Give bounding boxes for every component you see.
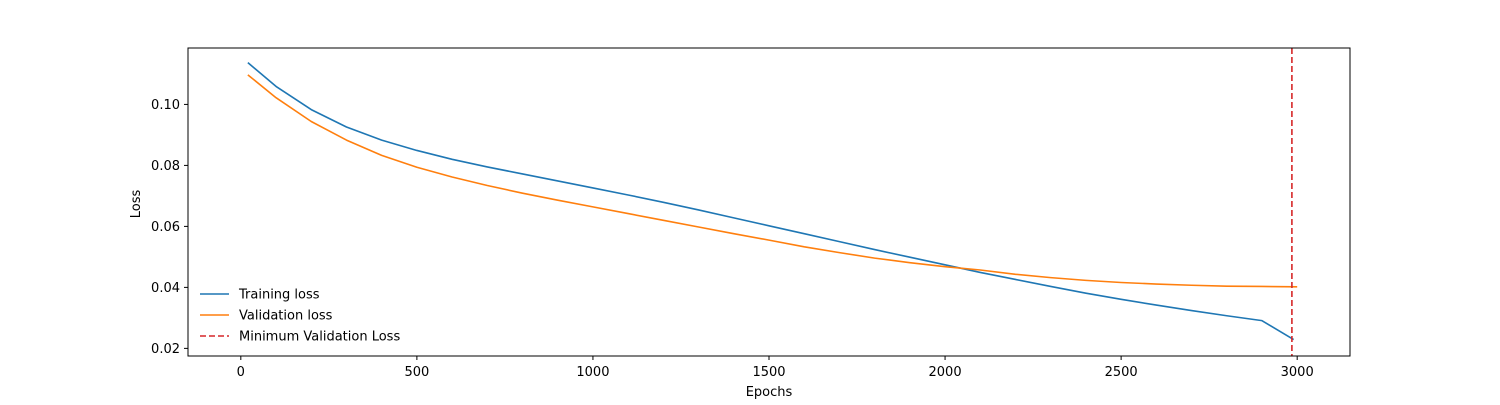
legend-label: Training loss	[238, 288, 320, 303]
x-tick-label: 0	[237, 365, 245, 380]
x-tick-label: 2000	[929, 365, 962, 380]
y-tick-label: 0.02	[151, 342, 180, 357]
x-tick-label: 1000	[576, 365, 609, 380]
y-axis: 0.02 0.04 0.06 0.08 0.10	[151, 98, 188, 357]
legend: Training loss Validation loss Minimum Vali…	[200, 288, 400, 345]
x-axis: 0 500 1000 1500 2000 2500 3000	[237, 356, 1314, 380]
legend-entry-minimum-validation-loss: Minimum Validation Loss	[200, 330, 400, 345]
series-layer	[247, 62, 1298, 341]
y-tick-label: 0.06	[151, 220, 180, 235]
y-tick-label: 0.08	[151, 159, 180, 174]
legend-label: Minimum Validation Loss	[239, 330, 400, 345]
series-line-training-loss	[247, 62, 1295, 341]
plot-area-frame	[187, 47, 1351, 357]
legend-label: Validation loss	[239, 309, 333, 324]
x-tick-label: 2500	[1105, 365, 1138, 380]
y-axis-label: Loss	[129, 190, 144, 219]
series-line-validation-loss	[247, 74, 1298, 288]
x-tick-label: 1500	[752, 365, 785, 380]
x-tick-label: 500	[404, 365, 429, 380]
x-tick-label: 3000	[1281, 365, 1314, 380]
x-axis-label: Epochs	[746, 385, 793, 400]
y-tick-label: 0.04	[151, 281, 180, 296]
y-tick-label: 0.10	[151, 98, 180, 113]
legend-entry-training-loss: Training loss	[200, 288, 320, 303]
legend-entry-validation-loss: Validation loss	[200, 309, 333, 324]
